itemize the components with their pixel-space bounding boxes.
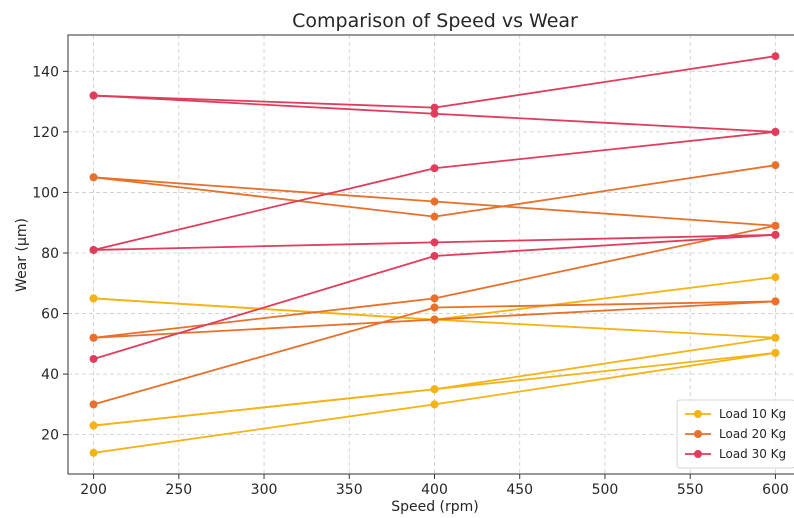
- data-point: [89, 333, 98, 342]
- series-2: [89, 161, 780, 409]
- x-tick-label: 600: [762, 482, 789, 498]
- x-axis-label: Speed (rpm): [391, 499, 479, 515]
- y-tick-label: 20: [41, 428, 59, 444]
- x-tick-label: 250: [165, 482, 192, 498]
- data-point: [771, 273, 780, 282]
- y-axis: 20 40 60 80 100 120 140: [32, 64, 68, 444]
- legend-swatch-marker: [694, 410, 702, 418]
- data-point: [89, 294, 98, 303]
- chart-title: Comparison of Speed vs Wear: [292, 10, 578, 32]
- y-axis-label: Wear (µm): [14, 218, 30, 292]
- legend-entry: Load 20 Kg: [719, 427, 786, 441]
- legend-swatch-marker: [694, 450, 702, 458]
- x-tick-label: 450: [506, 482, 533, 498]
- data-point: [89, 91, 98, 100]
- data-point: [430, 303, 439, 312]
- x-tick-label: 300: [251, 482, 278, 498]
- data-point: [89, 400, 98, 409]
- legend: Load 10 Kg Load 20 Kg Load 30 Kg: [676, 399, 794, 469]
- data-point: [89, 173, 98, 182]
- data-point: [89, 354, 98, 363]
- y-tick-label: 140: [32, 64, 59, 80]
- y-tick-label: 120: [32, 125, 59, 141]
- y-tick-label: 100: [32, 185, 59, 201]
- legend-entry: Load 10 Kg: [719, 407, 786, 421]
- data-point: [430, 212, 439, 221]
- data-point: [771, 221, 780, 230]
- data-point: [771, 52, 780, 61]
- data-point: [89, 245, 98, 254]
- data-point: [430, 103, 439, 112]
- data-point: [430, 197, 439, 206]
- y-tick-label: 40: [41, 367, 59, 383]
- legend-box: [676, 399, 794, 469]
- plot-area: [89, 52, 780, 457]
- x-tick-label: 400: [421, 482, 448, 498]
- x-tick-label: 550: [677, 482, 704, 498]
- data-point: [771, 297, 780, 306]
- legend-entry: Load 30 Kg: [719, 447, 786, 461]
- data-point: [430, 385, 439, 394]
- data-point: [430, 109, 439, 118]
- data-point: [430, 400, 439, 409]
- data-point: [89, 421, 98, 430]
- data-point: [430, 252, 439, 261]
- legend-swatch-marker: [694, 430, 702, 438]
- y-tick-label: 80: [41, 246, 59, 262]
- data-point: [430, 238, 439, 247]
- data-point: [430, 315, 439, 324]
- series-3: [89, 52, 780, 363]
- x-tick-label: 200: [80, 482, 107, 498]
- data-point: [771, 161, 780, 170]
- data-point: [771, 230, 780, 239]
- data-point: [430, 294, 439, 303]
- x-tick-label: 350: [336, 482, 363, 498]
- data-point: [430, 164, 439, 173]
- data-point: [89, 448, 98, 457]
- data-point: [771, 348, 780, 357]
- data-point: [771, 333, 780, 342]
- x-tick-label: 500: [592, 482, 619, 498]
- y-tick-label: 60: [41, 307, 59, 323]
- data-point: [771, 127, 780, 136]
- x-axis: 200 250 300 350 400 450 500 550 600: [80, 474, 789, 498]
